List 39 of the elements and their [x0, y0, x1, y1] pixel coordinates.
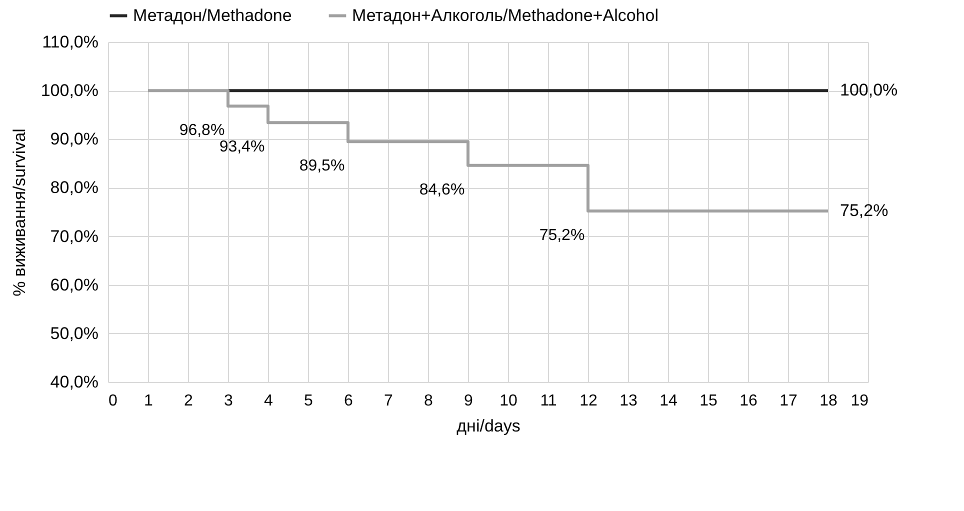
y-tick-label: 60,0% [50, 275, 98, 294]
y-axis-title: % виживання/survival [10, 128, 29, 296]
data-label: 84,6% [419, 181, 465, 198]
x-tick-label: 9 [464, 392, 474, 410]
x-tick-label: 16 [740, 392, 758, 410]
x-tick-label: 3 [224, 392, 234, 410]
x-axis-title: дні/days [456, 416, 520, 436]
data-label: 93,4% [219, 138, 265, 156]
data-label: 89,5% [299, 158, 345, 175]
x-tick-label: 12 [580, 392, 598, 410]
x-tick-label: 5 [304, 392, 314, 410]
x-tick-label: 7 [384, 392, 394, 410]
data-label: 96,8% [179, 122, 225, 140]
x-tick-label: 14 [660, 392, 678, 410]
legend-label: Метадон+Алкоголь/Methadone+Alcohol [352, 6, 658, 25]
y-tick-label: 90,0% [50, 130, 98, 149]
x-tick-label: 19 [850, 392, 869, 410]
x-tick-label: 11 [540, 392, 557, 410]
x-tick-label: 6 [344, 392, 354, 410]
y-tick-label: 50,0% [50, 324, 98, 343]
data-label: 75,2% [840, 201, 888, 220]
x-tick-label: 10 [500, 392, 518, 410]
x-tick-label: 0 [108, 392, 118, 410]
y-tick-label: 40,0% [50, 372, 98, 392]
data-label: 75,2% [539, 227, 585, 244]
y-tick-label: 70,0% [50, 226, 98, 246]
data-label: 100,0% [840, 80, 898, 100]
x-tick-label: 17 [780, 392, 798, 410]
x-tick-label: 1 [144, 392, 154, 410]
x-tick-label: 4 [264, 392, 274, 410]
y-tick-label: 110,0% [42, 32, 98, 52]
legend-label: Метадон/Methadone [133, 6, 292, 25]
y-tick-label: 100,0% [40, 81, 98, 100]
x-tick-label: 13 [620, 392, 638, 410]
y-tick-label: 80,0% [50, 178, 98, 198]
x-tick-label: 15 [700, 392, 718, 410]
x-tick-label: 2 [184, 392, 194, 410]
x-tick-label: 18 [820, 392, 838, 410]
x-tick-label: 8 [424, 392, 434, 410]
